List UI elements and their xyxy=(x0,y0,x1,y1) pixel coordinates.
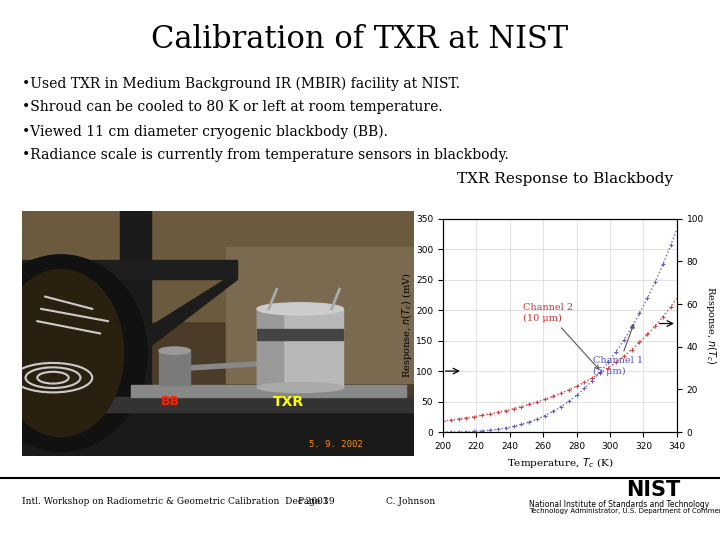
Bar xyxy=(225,247,414,382)
Text: Channel 1
(5 μm): Channel 1 (5 μm) xyxy=(593,325,644,376)
Ellipse shape xyxy=(257,382,343,393)
Bar xyxy=(159,350,190,385)
Bar xyxy=(120,211,151,456)
Text: TXR Response to Blackbody: TXR Response to Blackbody xyxy=(457,172,673,186)
Text: BB: BB xyxy=(161,395,180,408)
Text: Page 19: Page 19 xyxy=(299,497,335,505)
Text: Intl. Workshop on Radiometric & Geometric Calibration  Dec 2003: Intl. Workshop on Radiometric & Geometri… xyxy=(22,497,328,505)
Ellipse shape xyxy=(0,269,124,437)
Text: National Institute of Standards and Technology: National Institute of Standards and Tech… xyxy=(529,500,709,509)
Text: Calibration of TXR at NIST: Calibration of TXR at NIST xyxy=(151,24,569,55)
Bar xyxy=(22,260,238,279)
Bar xyxy=(22,412,414,456)
Text: •Used TXR in Medium Background IR (MBIR) facility at NIST.: •Used TXR in Medium Background IR (MBIR)… xyxy=(22,77,459,91)
Polygon shape xyxy=(120,279,238,346)
Ellipse shape xyxy=(159,347,190,354)
Y-axis label: Response, $n(T_c)$ (mV): Response, $n(T_c)$ (mV) xyxy=(400,273,415,378)
Bar xyxy=(257,309,283,388)
Text: 5. 9. 2002: 5. 9. 2002 xyxy=(309,440,362,449)
Text: TXR: TXR xyxy=(273,395,304,409)
Text: •Viewed 11 cm diameter cryogenic blackbody (BB).: •Viewed 11 cm diameter cryogenic blackbo… xyxy=(22,124,387,139)
Text: •Radiance scale is currently from temperature sensors in blackbody.: •Radiance scale is currently from temper… xyxy=(22,148,508,162)
Text: NIST: NIST xyxy=(626,480,680,501)
Ellipse shape xyxy=(257,303,343,315)
Ellipse shape xyxy=(0,255,147,451)
Text: Channel 2
(10 μm): Channel 2 (10 μm) xyxy=(523,303,599,369)
Text: Technology Administrator, U.S. Department of Commerce: Technology Administrator, U.S. Departmen… xyxy=(529,508,720,514)
Y-axis label: Response, $n(T_c)$: Response, $n(T_c)$ xyxy=(703,286,718,364)
Text: •Shroud can be cooled to 80 K or left at room temperature.: •Shroud can be cooled to 80 K or left at… xyxy=(22,100,442,114)
Bar xyxy=(257,328,343,340)
Bar xyxy=(257,309,343,388)
Bar xyxy=(100,397,414,412)
X-axis label: Temperature, $T_c$ (K): Temperature, $T_c$ (K) xyxy=(507,456,613,470)
Bar xyxy=(22,211,414,321)
Text: C. Johnson: C. Johnson xyxy=(386,497,435,505)
Bar xyxy=(132,385,406,397)
